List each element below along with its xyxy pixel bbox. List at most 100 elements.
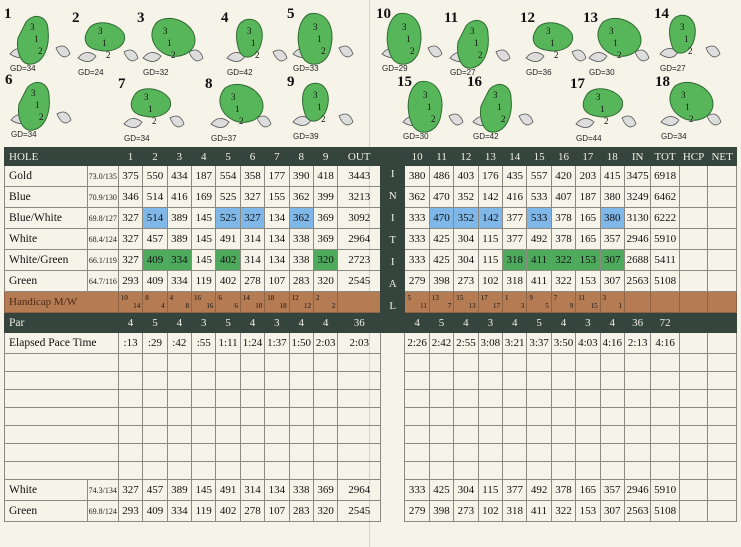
player-name-cell[interactable] bbox=[4, 461, 119, 480]
score-cell[interactable] bbox=[288, 389, 314, 408]
score-cell[interactable] bbox=[428, 461, 455, 480]
score-cell[interactable] bbox=[502, 407, 528, 426]
score-cell[interactable] bbox=[428, 371, 455, 390]
score-cell[interactable] bbox=[707, 371, 737, 390]
score-cell[interactable] bbox=[142, 353, 168, 372]
score-cell[interactable] bbox=[404, 353, 430, 372]
score-cell[interactable] bbox=[550, 389, 577, 408]
score-cell[interactable] bbox=[288, 443, 314, 462]
score-cell[interactable] bbox=[288, 407, 314, 426]
score-cell[interactable] bbox=[623, 353, 652, 372]
score-cell[interactable] bbox=[428, 443, 455, 462]
score-cell[interactable] bbox=[575, 443, 601, 462]
score-cell[interactable] bbox=[428, 407, 455, 426]
player-name-cell[interactable] bbox=[4, 407, 119, 426]
score-cell[interactable] bbox=[215, 353, 241, 372]
score-cell[interactable] bbox=[191, 425, 217, 444]
score-cell[interactable] bbox=[502, 371, 528, 390]
score-cell[interactable] bbox=[312, 461, 339, 480]
score-cell[interactable] bbox=[550, 443, 577, 462]
score-cell[interactable] bbox=[477, 389, 504, 408]
score-cell[interactable] bbox=[337, 371, 382, 390]
score-cell[interactable] bbox=[117, 371, 144, 390]
score-cell[interactable] bbox=[142, 461, 168, 480]
score-cell[interactable] bbox=[453, 461, 479, 480]
player-name-cell[interactable] bbox=[4, 443, 119, 462]
score-cell[interactable] bbox=[502, 461, 528, 480]
score-cell[interactable] bbox=[142, 425, 168, 444]
score-cell[interactable] bbox=[264, 371, 290, 390]
score-cell[interactable] bbox=[650, 461, 680, 480]
score-cell[interactable] bbox=[215, 443, 241, 462]
score-cell[interactable] bbox=[312, 443, 339, 462]
score-cell[interactable] bbox=[239, 425, 266, 444]
score-cell[interactable] bbox=[526, 389, 552, 408]
score-cell[interactable] bbox=[312, 407, 339, 426]
score-cell[interactable] bbox=[550, 461, 577, 480]
score-cell[interactable] bbox=[166, 407, 193, 426]
score-cell[interactable] bbox=[166, 353, 193, 372]
score-cell[interactable] bbox=[404, 407, 430, 426]
score-cell[interactable] bbox=[623, 443, 652, 462]
score-cell[interactable] bbox=[191, 371, 217, 390]
score-cell[interactable] bbox=[502, 425, 528, 444]
score-cell[interactable] bbox=[215, 389, 241, 408]
score-cell[interactable] bbox=[337, 425, 382, 444]
score-cell[interactable] bbox=[650, 443, 680, 462]
score-cell[interactable] bbox=[191, 407, 217, 426]
score-cell[interactable] bbox=[239, 443, 266, 462]
score-cell[interactable] bbox=[575, 371, 601, 390]
score-cell[interactable] bbox=[678, 371, 709, 390]
score-cell[interactable] bbox=[599, 461, 625, 480]
score-cell[interactable] bbox=[142, 407, 168, 426]
score-cell[interactable] bbox=[477, 461, 504, 480]
score-cell[interactable] bbox=[623, 461, 652, 480]
score-cell[interactable] bbox=[117, 443, 144, 462]
score-cell[interactable] bbox=[477, 443, 504, 462]
score-cell[interactable] bbox=[288, 353, 314, 372]
score-cell[interactable] bbox=[264, 461, 290, 480]
player-name-cell[interactable] bbox=[4, 371, 119, 390]
score-cell[interactable] bbox=[264, 389, 290, 408]
score-cell[interactable] bbox=[312, 371, 339, 390]
score-cell[interactable] bbox=[623, 371, 652, 390]
score-cell[interactable] bbox=[650, 425, 680, 444]
score-cell[interactable] bbox=[575, 461, 601, 480]
score-cell[interactable] bbox=[453, 425, 479, 444]
score-cell[interactable] bbox=[312, 425, 339, 444]
score-cell[interactable] bbox=[239, 353, 266, 372]
player-score-row[interactable] bbox=[4, 443, 737, 462]
score-cell[interactable] bbox=[550, 425, 577, 444]
score-cell[interactable] bbox=[477, 407, 504, 426]
score-cell[interactable] bbox=[707, 407, 737, 426]
score-cell[interactable] bbox=[404, 461, 430, 480]
score-cell[interactable] bbox=[453, 407, 479, 426]
player-score-row[interactable] bbox=[4, 389, 737, 408]
score-cell[interactable] bbox=[575, 389, 601, 408]
score-cell[interactable] bbox=[166, 443, 193, 462]
score-cell[interactable] bbox=[404, 371, 430, 390]
score-cell[interactable] bbox=[575, 425, 601, 444]
score-cell[interactable] bbox=[191, 443, 217, 462]
player-score-row[interactable] bbox=[4, 371, 737, 390]
score-cell[interactable] bbox=[337, 407, 382, 426]
score-cell[interactable] bbox=[142, 389, 168, 408]
score-cell[interactable] bbox=[117, 425, 144, 444]
score-cell[interactable] bbox=[599, 353, 625, 372]
score-cell[interactable] bbox=[502, 443, 528, 462]
score-cell[interactable] bbox=[117, 353, 144, 372]
score-cell[interactable] bbox=[428, 389, 455, 408]
score-cell[interactable] bbox=[142, 371, 168, 390]
score-cell[interactable] bbox=[650, 389, 680, 408]
player-score-row[interactable] bbox=[4, 407, 737, 426]
score-cell[interactable] bbox=[599, 389, 625, 408]
score-cell[interactable] bbox=[707, 389, 737, 408]
score-cell[interactable] bbox=[166, 461, 193, 480]
score-cell[interactable] bbox=[599, 443, 625, 462]
score-cell[interactable] bbox=[650, 353, 680, 372]
score-cell[interactable] bbox=[117, 461, 144, 480]
score-cell[interactable] bbox=[239, 389, 266, 408]
score-cell[interactable] bbox=[428, 353, 455, 372]
score-cell[interactable] bbox=[337, 389, 382, 408]
score-cell[interactable] bbox=[453, 371, 479, 390]
